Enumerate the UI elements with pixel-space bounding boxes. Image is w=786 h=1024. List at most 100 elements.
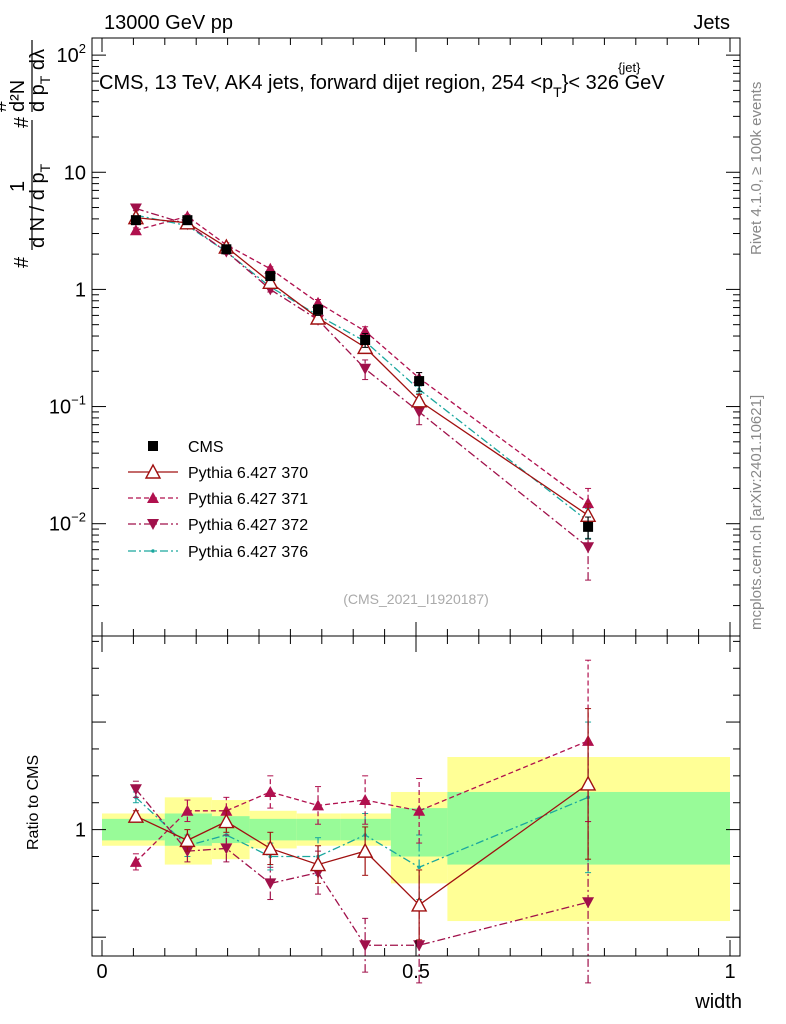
ratio-line-p372 (135, 788, 589, 946)
ratio-point-p371 (359, 794, 372, 806)
mcplots-label: mcplots.cern.ch [arXiv:2401.10621] (748, 395, 765, 630)
main-y-tick-label: 10 (64, 162, 86, 184)
main-point-p370 (410, 392, 428, 408)
ratio-stat-band (211, 816, 250, 844)
ylabel-left-numer: 1 (7, 181, 29, 192)
ylabel-left-denom: d N / d pT (27, 163, 53, 248)
ratio-stat-band (296, 818, 341, 841)
ratio-point-p370 (218, 813, 235, 829)
ratio-point-p370 (356, 842, 374, 858)
ratio-point-p372 (413, 940, 426, 952)
main-point-cms (313, 304, 324, 315)
main-line-p372 (135, 207, 589, 548)
ratio-point-p370 (579, 775, 597, 791)
main-point-p370 (262, 273, 279, 290)
legend-label-p371: Pythia 6.427 371 (188, 491, 308, 508)
main-point-cms (221, 244, 232, 255)
ratio-bands (102, 757, 730, 922)
main-y-tick-label: 102 (57, 41, 86, 67)
x-axis-label: width (694, 991, 742, 1013)
legend-item-p376: Pythia 6.427 376 (128, 544, 308, 561)
ratio-line-p370 (135, 783, 589, 906)
main-point-cms (265, 271, 276, 282)
header-category: Jets (693, 12, 730, 34)
ratio-stat-band (340, 818, 391, 841)
ratio-point-p371 (413, 804, 426, 816)
svg-text:CMS, 13 TeV, AK4 jets, forward: CMS, 13 TeV, AK4 jets, forward dijet reg… (99, 72, 665, 100)
x-tick-label: 0.5 (402, 961, 430, 983)
main-point-cms (360, 334, 371, 345)
main-series-layer (127, 203, 597, 581)
main-point-p371 (264, 262, 277, 274)
main-line-p376 (135, 214, 589, 522)
ylabel-right-numer: d²N (7, 80, 29, 112)
ylabel-right-numer-sub: # (0, 100, 11, 112)
ratio-point-p370 (127, 807, 145, 823)
ratio-point-p372 (582, 897, 595, 909)
main-y-tick-label: 10−2 (49, 510, 86, 536)
ratio-point-p372 (129, 784, 142, 796)
legend-marker-p370 (144, 463, 162, 479)
ratio-point-p372 (359, 940, 372, 952)
main-line-p371 (135, 215, 589, 504)
ratio-y-tick-label: 1 (75, 820, 86, 842)
legend-label-cms: CMS (188, 439, 224, 456)
main-point-p371 (129, 224, 142, 236)
ylabel-left-hash: # (11, 256, 33, 268)
ratio-point-p371 (181, 804, 194, 816)
main-title: CMS, 13 TeV, AK4 jets, forward dijet reg… (99, 60, 665, 100)
legend: CMS Pythia 6.427 370 Pythia 6.427 371 Pythi… (128, 439, 308, 561)
ratio-line-p371 (135, 740, 589, 863)
main-point-p372 (359, 363, 372, 375)
main-y-tick-label: 10−1 (49, 393, 86, 419)
main-point-cms (182, 215, 193, 226)
ratio-y-label: Ratio to CMS (25, 755, 42, 850)
main-point-cms (414, 376, 425, 387)
ylabel-right-denom: d pT dλ (27, 49, 53, 112)
legend-marker-p376 (151, 549, 155, 553)
main-title-suffix: }< 326 GeV (562, 72, 666, 94)
ratio-series-p370 (127, 708, 597, 941)
main-series-p376 (132, 213, 592, 539)
main-series-p370 (127, 209, 597, 531)
main-title-sub: T (553, 84, 562, 100)
ratio-stat-band (249, 818, 297, 841)
main-axis-ticks: 10−2 10−1 1 10 102 (49, 38, 740, 636)
ratio-point-p371 (312, 799, 325, 811)
main-point-cms (583, 521, 594, 532)
main-point-p370 (309, 309, 327, 325)
main-y-tick-label: 1 (75, 279, 86, 301)
legend-marker-cms (148, 441, 158, 451)
ratio-point-p370 (410, 896, 428, 912)
legend-marker-p372 (147, 519, 159, 530)
ylabel-right-hash: # (11, 116, 33, 128)
legend-item-p372: Pythia 6.427 372 (128, 517, 308, 534)
legend-marker-p371 (147, 492, 159, 503)
ratio-point-p370 (262, 839, 279, 856)
legend-item-cms: CMS (148, 439, 224, 456)
ratio-point-p371 (129, 855, 142, 867)
ratio-point-p371 (264, 785, 277, 797)
rivet-label: Rivet 4.1.0, ≥ 100k events (748, 82, 765, 255)
x-tick-label: 0 (96, 961, 107, 983)
main-point-p372 (129, 203, 142, 215)
ratio-stat-band (447, 791, 730, 865)
ratio-point-p372 (220, 843, 233, 855)
main-y-label: # 1 d N / d pT # d²N # d pT dλ (0, 40, 53, 268)
ratio-axis-ticks: 10 0.5 1 (75, 636, 740, 983)
legend-label-p370: Pythia 6.427 370 (188, 465, 308, 482)
legend-item-p370: Pythia 6.427 370 (128, 463, 308, 482)
ratio-point-p376 (417, 865, 421, 870)
ratio-stat-band (102, 818, 165, 841)
main-point-cms (130, 215, 141, 226)
analysis-watermark: (CMS_2021_I1920187) (343, 591, 489, 607)
ratio-point-p370 (309, 856, 327, 872)
main-title-prefix: CMS, 13 TeV, AK4 jets, forward dijet reg… (99, 72, 553, 94)
x-tick-label: 1 (724, 961, 735, 983)
legend-label-p376: Pythia 6.427 376 (188, 544, 308, 561)
legend-item-p371: Pythia 6.427 371 (128, 491, 308, 508)
header-process: 13000 GeV pp (104, 12, 233, 34)
main-point-p372 (413, 406, 426, 418)
legend-label-p372: Pythia 6.427 372 (188, 517, 308, 534)
